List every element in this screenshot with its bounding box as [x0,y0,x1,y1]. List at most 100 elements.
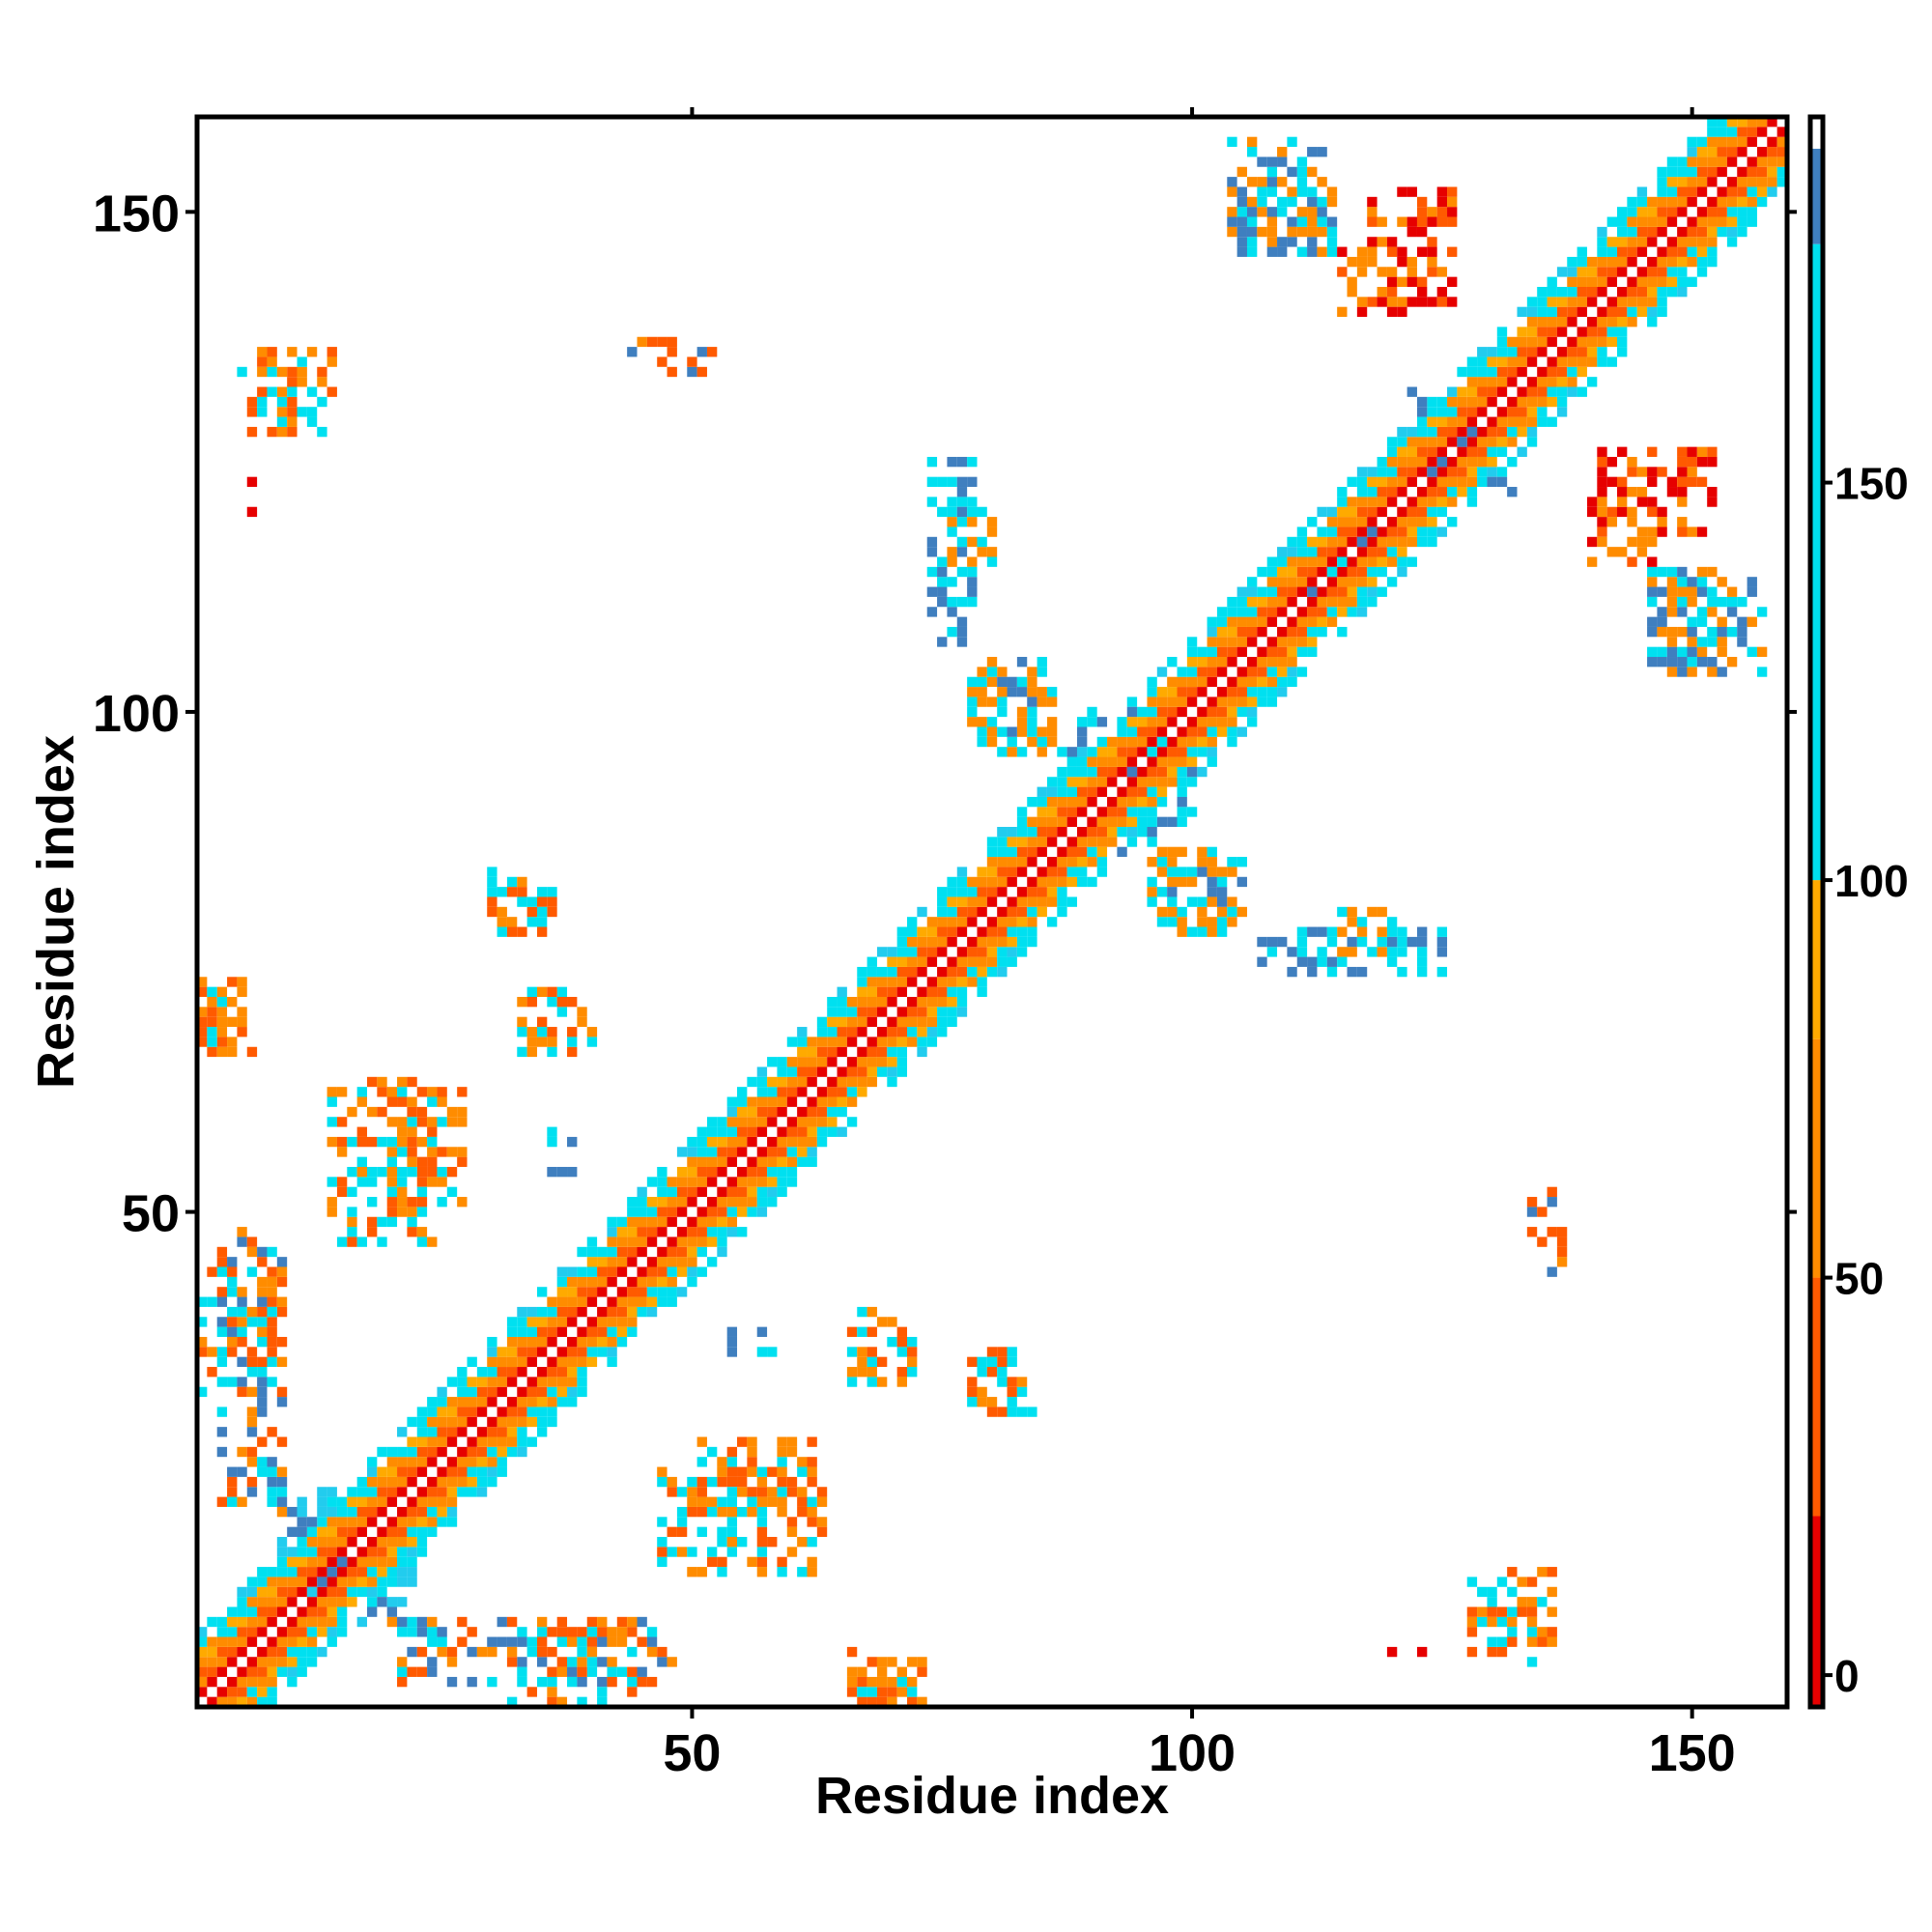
contact-cell [646,1236,658,1247]
contact-cell [397,1547,408,1557]
contact-cell [237,1597,247,1607]
contact-cell [1167,777,1178,787]
contact-cell [1197,676,1208,688]
contact-cell [637,1636,647,1647]
contact-cell [947,476,957,488]
contact-cell [1577,366,1587,378]
contact-cell [597,1336,608,1348]
contact-cell [1487,396,1497,408]
contact-cell [756,1207,768,1217]
contact-cell [997,917,1008,927]
contact-cell [977,887,987,897]
contact-cell [457,1487,468,1497]
contact-cell [827,1007,838,1017]
contact-cell [1517,426,1527,438]
contact-cell [1747,577,1757,587]
contact-cell [446,1117,458,1127]
contact-cell [1016,936,1028,948]
contact-cell [1666,166,1678,178]
contact-cell [1266,216,1278,227]
contact-cell [1126,766,1138,778]
contact-cell [867,1687,877,1697]
contact-cell [397,1657,408,1667]
contact-cell [586,1027,598,1037]
contact-cell [1427,437,1437,447]
contact-cell [597,1306,608,1318]
contact-cell [1287,566,1297,578]
contact-cell [547,887,557,897]
contact-cell [1657,306,1667,318]
contact-cell [1287,237,1297,247]
contact-cell [306,1636,318,1647]
contact-cell [216,1016,228,1028]
contact-cell [207,1046,217,1058]
contact-cell [1197,667,1208,677]
contact-cell [1687,616,1697,627]
contact-cell [747,1126,757,1137]
contact-cell [216,1666,228,1677]
contact-cell [517,1046,527,1058]
contact-cell [1347,506,1357,518]
contact-cell [947,1016,957,1028]
contact-cell [726,1177,738,1187]
contact-cell [306,416,318,427]
contact-cell [1677,657,1688,668]
contact-cell [986,926,998,937]
contact-cell [207,1347,217,1357]
contact-cell [1586,556,1598,567]
contact-cell [1526,327,1538,337]
contact-cell [857,1066,867,1077]
contact-cell [506,1406,518,1417]
contact-cell [1107,837,1118,847]
contact-cell [667,1296,677,1307]
contact-cell [1027,837,1037,847]
contact-cell [1207,657,1217,668]
contact-cell [1537,327,1548,337]
contact-cell [1207,876,1217,888]
contact-cell [257,1606,268,1617]
contact-cell [506,1427,518,1437]
contact-cell [1236,166,1247,178]
contact-cell [956,497,968,507]
contact-cell [227,1326,238,1337]
contact-cell [1227,626,1237,638]
contact-cell [577,1676,587,1688]
contact-cell [917,1037,927,1047]
contact-cell [1627,556,1637,567]
contact-cell [1427,517,1437,527]
contact-cell [1186,726,1198,737]
contact-cell [246,426,258,438]
contact-cell [1266,577,1278,587]
contact-cell [777,1506,787,1518]
contact-cell [377,1106,387,1118]
contact-cell [336,1537,348,1548]
contact-cell [1547,366,1557,378]
contact-cell [1436,416,1448,427]
contact-cell [1016,816,1028,827]
contact-cell [977,947,987,957]
contact-cell [567,1356,578,1368]
contact-cell [1356,577,1368,587]
contact-cell [907,917,918,927]
contact-cell [597,1657,608,1667]
contact-cell [1537,377,1548,387]
contact-cell [907,1657,918,1667]
contact-cell [637,1676,647,1688]
contact-cell [1707,497,1718,507]
contact-cell [1737,596,1747,608]
contact-cell [857,986,867,997]
contact-cell [1677,566,1688,578]
contact-cell [1347,256,1357,268]
contact-cell [1687,657,1697,668]
contact-cell [536,1347,548,1357]
contact-cell [297,407,307,417]
contact-cell [257,356,268,367]
contact-cell [246,1306,258,1318]
contact-cell [1687,256,1697,268]
contact-cell [1037,726,1047,737]
contact-cell [1526,1597,1538,1607]
contact-cell [696,1177,707,1187]
contact-cell [1257,156,1267,167]
contact-cell [1606,297,1618,307]
contact-cell [1266,246,1278,257]
